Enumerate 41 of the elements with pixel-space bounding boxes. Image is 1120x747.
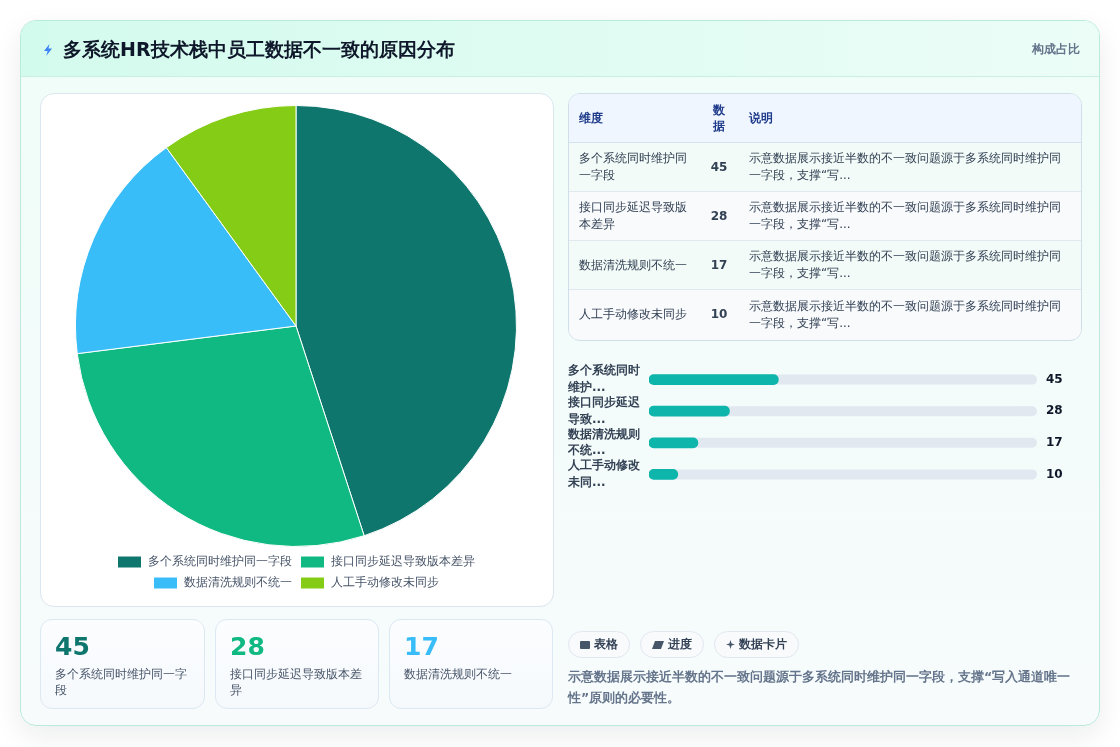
bar — [649, 405, 730, 417]
text: 示意数据展示接近半数的不一致问题源于多系统同时维护同一字段，支撑“写... — [748, 199, 1062, 233]
category-label: 多个系统同时维护同一字段 — [578, 150, 688, 184]
data-label: 10 — [1046, 466, 1063, 481]
text: 示意数据展示接近半数的不一致问题源于多系统同时维护同一字段，支撑“写入通道唯一性”原则的必要性。 — [568, 668, 1072, 707]
legend-label: 数据清洗规则不统一 — [183, 575, 292, 590]
category-label: 数据清洗规则不统一 — [578, 256, 688, 274]
data-label: 28 — [1046, 403, 1063, 418]
category-label: 数据清洗规则不统一 — [404, 666, 513, 682]
text: 示意数据展示接近半数的不一致问题源于多系统同时维护同一字段，支撑“写... — [748, 150, 1062, 184]
category-label: 接口同步延迟导致版本差异 — [230, 666, 363, 698]
legend-label: 多个系统同时维护同一字段 — [147, 554, 292, 569]
y-tick-label: 接口同步延迟导致... — [567, 394, 641, 426]
data-label: 17 — [709, 256, 729, 274]
data-label: 45 — [1046, 371, 1063, 386]
text: 数据卡片 — [739, 637, 787, 652]
legend-label: 人工手动修改未同步 — [330, 575, 439, 590]
y-tick-label: 多个系统同时维护... — [567, 363, 640, 395]
data-label: 28 — [230, 632, 266, 662]
data-label: 17 — [404, 632, 440, 662]
text: 维度 — [578, 109, 604, 127]
data-label: 17 — [1046, 434, 1063, 449]
bar — [649, 437, 699, 449]
data-label: 45 — [55, 632, 91, 662]
y-tick-label: 数据清洗规则不统... — [567, 426, 640, 458]
text: 数据 — [712, 102, 726, 134]
data-label: 45 — [709, 158, 729, 176]
text: 进度 — [668, 637, 692, 652]
legend-label: 接口同步延迟导致版本差异 — [330, 554, 475, 569]
y-tick-label: 人工手动修改未同... — [567, 458, 641, 489]
category-label: 多个系统同时维护同一字段 — [55, 666, 188, 698]
chart-title: 多系统HR技术栈中员工数据不一致的原因分布 — [63, 37, 455, 62]
category-label: 接口同步延迟导致版本差异 — [578, 199, 688, 233]
category-label: 人工手动修改未同步 — [578, 306, 688, 323]
text: 构成占比 — [1032, 41, 1080, 58]
text: 表格 — [594, 637, 618, 652]
data-label: 28 — [709, 207, 729, 225]
text: 示意数据展示接近半数的不一致问题源于多系统同时维护同一字段，支撑“写... — [748, 248, 1062, 282]
data-label: 10 — [709, 306, 729, 323]
text: 示意数据展示接近半数的不一致问题源于多系统同时维护同一字段，支撑“写... — [748, 297, 1062, 332]
text: 说明 — [748, 109, 773, 127]
